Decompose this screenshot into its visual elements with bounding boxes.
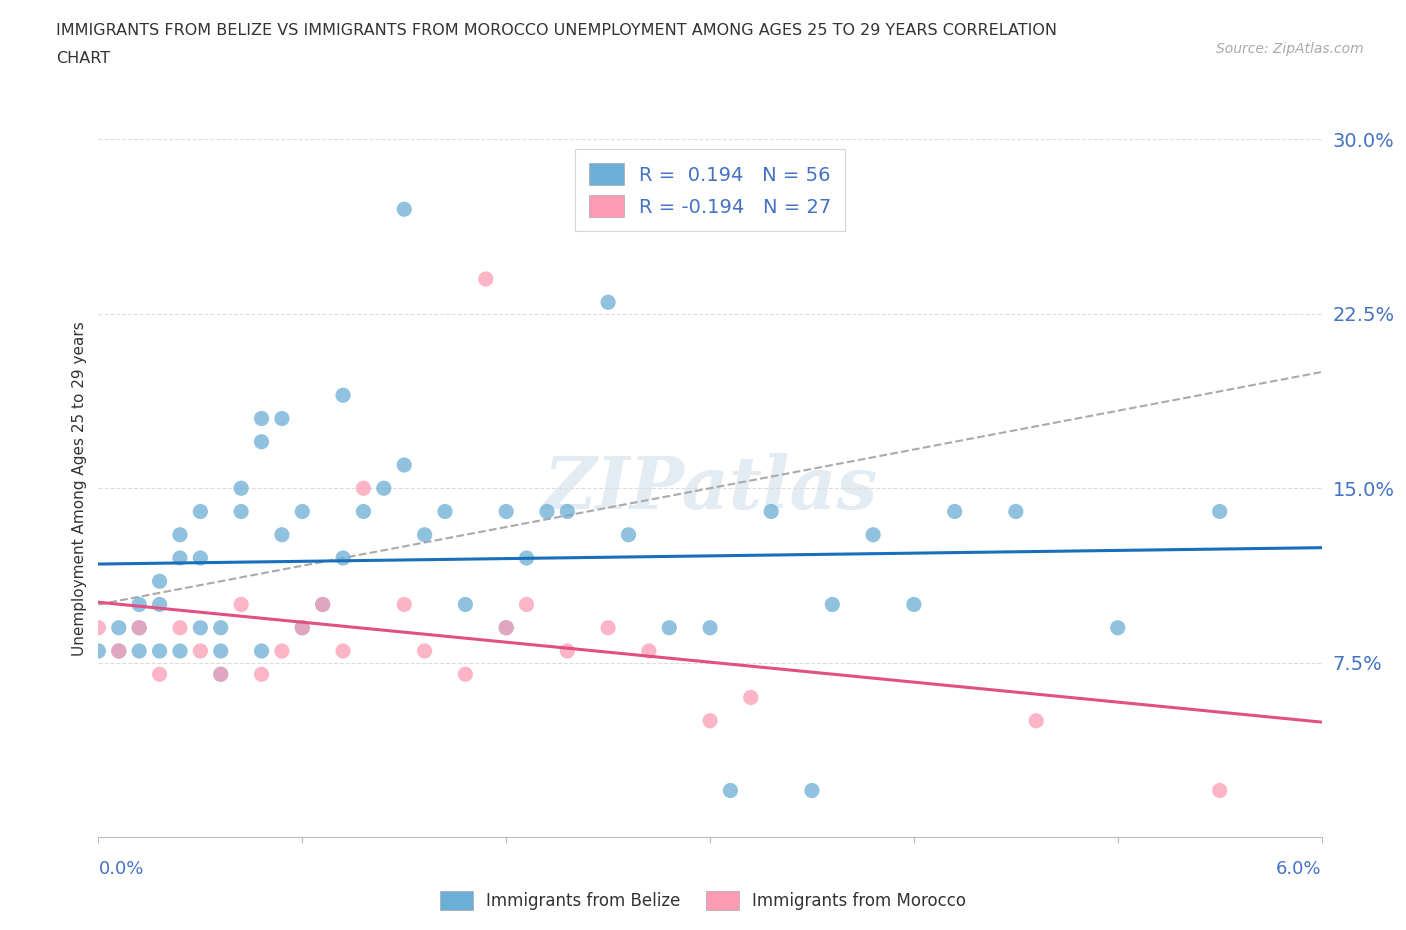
Point [188, 504, 212, 519]
Point [1208, 783, 1232, 798]
Point [862, 527, 884, 542]
Point [413, 644, 436, 658]
Point [128, 620, 150, 635]
Point [231, 504, 253, 519]
Point [169, 527, 191, 542]
Point [392, 597, 416, 612]
Point [270, 644, 292, 658]
Point [699, 713, 721, 728]
Point [392, 202, 416, 217]
Point [454, 667, 477, 682]
Point [291, 620, 314, 635]
Point [250, 644, 273, 658]
Point [821, 597, 844, 612]
Point [1025, 713, 1047, 728]
Point [392, 458, 416, 472]
Point [270, 527, 292, 542]
Point [516, 551, 538, 565]
Point [373, 481, 395, 496]
Point [699, 620, 721, 635]
Point [555, 504, 579, 519]
Point [149, 667, 172, 682]
Point [108, 644, 131, 658]
Point [128, 644, 150, 658]
Point [332, 388, 354, 403]
Point [149, 597, 172, 612]
Point [761, 504, 783, 519]
Point [658, 620, 681, 635]
Point [943, 504, 966, 519]
Point [231, 481, 253, 496]
Point [128, 620, 150, 635]
Point [149, 574, 172, 589]
Point [87, 644, 110, 658]
Point [169, 620, 191, 635]
Point [169, 644, 191, 658]
Point [108, 620, 131, 635]
Point [903, 597, 925, 612]
Legend: R =  0.194   N = 56, R = -0.194   N = 27: R = 0.194 N = 56, R = -0.194 N = 27 [575, 149, 845, 231]
Text: Source: ZipAtlas.com: Source: ZipAtlas.com [1216, 42, 1364, 56]
Point [555, 644, 579, 658]
Point [495, 620, 517, 635]
Point [188, 644, 212, 658]
Point [352, 504, 374, 519]
Point [250, 667, 273, 682]
Point [209, 667, 232, 682]
Point [433, 504, 456, 519]
Point [209, 644, 232, 658]
Point [250, 411, 273, 426]
Point [231, 597, 253, 612]
Point [495, 620, 517, 635]
Text: CHART: CHART [56, 51, 110, 66]
Point [352, 481, 374, 496]
Point [332, 551, 354, 565]
Point [454, 597, 477, 612]
Point [332, 644, 354, 658]
Point [1107, 620, 1129, 635]
Point [209, 667, 232, 682]
Point [413, 527, 436, 542]
Point [291, 620, 314, 635]
Point [495, 504, 517, 519]
Point [149, 644, 172, 658]
Point [128, 597, 150, 612]
Point [1004, 504, 1026, 519]
Legend: Immigrants from Belize, Immigrants from Morocco: Immigrants from Belize, Immigrants from … [433, 884, 973, 917]
Text: IMMIGRANTS FROM BELIZE VS IMMIGRANTS FROM MOROCCO UNEMPLOYMENT AMONG AGES 25 TO : IMMIGRANTS FROM BELIZE VS IMMIGRANTS FRO… [56, 23, 1057, 38]
Point [637, 644, 661, 658]
Text: 0.0%: 0.0% [98, 860, 143, 878]
Point [209, 620, 232, 635]
Point [718, 783, 742, 798]
Point [291, 504, 314, 519]
Point [1208, 504, 1232, 519]
Point [87, 620, 110, 635]
Point [188, 620, 212, 635]
Y-axis label: Unemployment Among Ages 25 to 29 years: Unemployment Among Ages 25 to 29 years [72, 321, 87, 656]
Point [740, 690, 762, 705]
Point [617, 527, 640, 542]
Point [169, 551, 191, 565]
Point [536, 504, 558, 519]
Point [270, 411, 292, 426]
Point [598, 295, 620, 310]
Point [188, 551, 212, 565]
Point [474, 272, 498, 286]
Point [311, 597, 335, 612]
Text: 6.0%: 6.0% [1277, 860, 1322, 878]
Point [250, 434, 273, 449]
Text: ZIPatlas: ZIPatlas [543, 453, 877, 524]
Point [516, 597, 538, 612]
Point [801, 783, 824, 798]
Point [108, 644, 131, 658]
Point [311, 597, 335, 612]
Point [598, 620, 620, 635]
